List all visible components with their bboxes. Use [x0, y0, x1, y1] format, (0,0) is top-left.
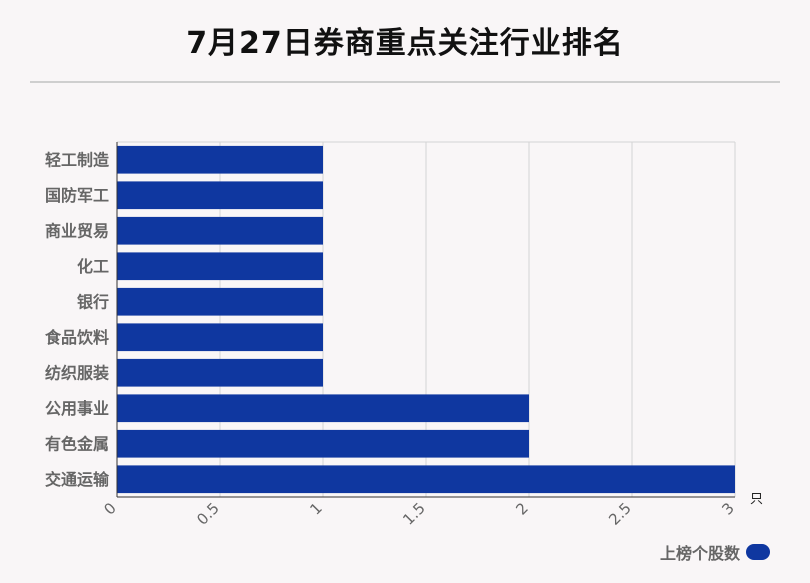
bar	[117, 216, 323, 245]
legend-label: 上榜个股数	[659, 544, 740, 563]
category-label: 商业贸易	[45, 221, 109, 240]
bar	[117, 358, 323, 387]
category-label: 银行	[77, 292, 109, 311]
chart-title: 7月27日券商重点关注行业排名	[186, 26, 624, 61]
category-label: 国防军工	[45, 186, 109, 205]
category-label: 食品饮料	[44, 328, 109, 347]
x-tick-label: 0.5	[193, 499, 223, 529]
bar	[117, 429, 529, 458]
x-tick-label: 3	[718, 499, 737, 518]
category-label: 有色金属	[45, 434, 109, 453]
bar	[117, 323, 323, 352]
bar	[117, 181, 323, 210]
bar	[117, 145, 323, 174]
category-label: 纺织服装	[45, 363, 109, 382]
bar	[117, 252, 323, 281]
x-tick-label: 0	[100, 499, 119, 518]
category-label: 轻工制造	[45, 150, 110, 169]
legend-swatch	[746, 544, 770, 560]
category-label: 化工	[77, 257, 109, 276]
x-tick-label: 1.5	[399, 499, 429, 529]
bar	[117, 465, 735, 494]
x-tick-label: 2.5	[605, 499, 635, 529]
title-divider	[30, 81, 780, 83]
x-tick-label: 2	[512, 499, 531, 518]
legend[interactable]: 上榜个股数	[660, 540, 770, 564]
x-axis-unit: 只	[750, 492, 763, 507]
category-label: 交通运输	[45, 470, 110, 489]
bar	[117, 394, 529, 423]
bar	[117, 287, 323, 316]
x-tick-label: 1	[306, 499, 325, 518]
category-label: 公用事业	[45, 399, 109, 418]
